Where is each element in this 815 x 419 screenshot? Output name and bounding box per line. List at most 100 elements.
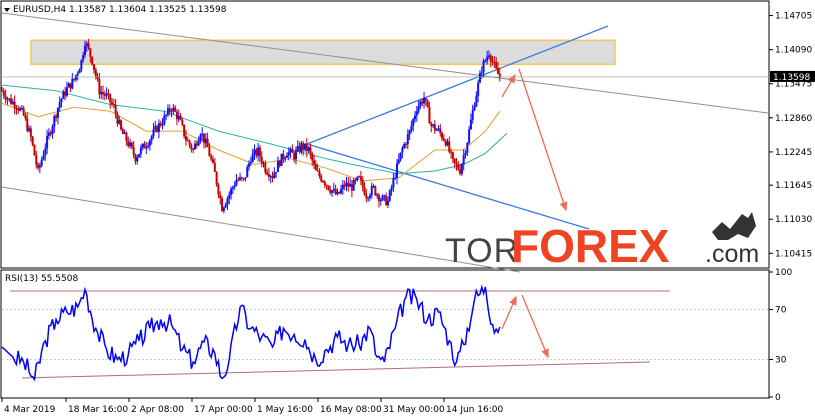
candle-body [395, 163, 398, 178]
candle-body [392, 178, 395, 188]
candle-body [251, 153, 254, 162]
candle-body [186, 140, 189, 142]
candle-body [433, 124, 436, 131]
candle-body [432, 124, 435, 126]
candle-body [6, 98, 9, 100]
candle-body [388, 190, 391, 201]
candle-body [318, 171, 321, 177]
candle-body [168, 108, 171, 112]
candle-body [26, 118, 29, 131]
candle-body [343, 184, 346, 187]
candle-body [439, 128, 442, 134]
candle-body [359, 176, 362, 180]
candle-body [280, 153, 283, 166]
candle-body [195, 143, 198, 146]
candle-body [249, 161, 252, 164]
candle-body [22, 107, 25, 116]
candle-body [38, 165, 41, 168]
candle-body [469, 119, 472, 130]
candle-body [475, 95, 478, 107]
candle-body [466, 143, 469, 153]
candle-body [150, 136, 153, 141]
dropdown-triangle-icon[interactable] [4, 8, 10, 12]
rsi-support-line [21, 361, 651, 379]
candle-body [423, 98, 426, 104]
candle-body [455, 162, 458, 165]
candle-body [370, 186, 373, 196]
candle-body [175, 111, 178, 120]
candle-body [91, 56, 94, 65]
candle-body [385, 195, 388, 206]
candle-body [442, 138, 445, 141]
candle-body [264, 163, 267, 173]
candle-body [83, 45, 86, 55]
y-tick-label: 1.12860 [775, 114, 812, 124]
candle-body [159, 123, 162, 126]
rsi-panel-frame [0, 269, 770, 399]
rsi-y-tick-label: 0 [775, 393, 781, 403]
candle-body [13, 101, 16, 108]
candle-body [208, 147, 211, 157]
candle-body [183, 124, 186, 137]
candle-body [415, 111, 418, 116]
candle-body [437, 128, 440, 130]
x-tick-label: 31 May 00:00 [383, 405, 445, 415]
candle-body [459, 169, 462, 174]
candle-body [37, 164, 40, 168]
candle-body [493, 61, 496, 63]
candle-body [166, 108, 169, 115]
candle-body [399, 152, 402, 160]
candle-body [219, 194, 222, 199]
candle-body [139, 147, 142, 155]
candle-body [462, 155, 465, 165]
candle-body [11, 101, 14, 104]
candle-body [157, 123, 160, 132]
candle-body [74, 75, 77, 80]
candle-body [275, 171, 278, 173]
candle-body [215, 171, 218, 185]
current-price-tag [770, 70, 815, 82]
candle-body [287, 151, 290, 156]
candle-body [435, 129, 438, 131]
candle-body [80, 60, 83, 70]
candle-body [141, 143, 144, 148]
candle-body [304, 143, 306, 150]
y-tick-label: 1.11645 [775, 181, 812, 191]
candle-body [102, 92, 104, 94]
candle-body [44, 148, 47, 156]
candle-body [372, 186, 375, 188]
rsi-panel-title: RSI(13) 55.5508 [5, 274, 78, 284]
candle-body [383, 195, 386, 197]
candle-body [451, 152, 454, 159]
candle-body [8, 98, 11, 100]
candle-body [65, 87, 68, 96]
candle-body [96, 76, 99, 79]
candle-body [386, 200, 389, 206]
candle-body [374, 186, 377, 196]
candle-body [130, 142, 133, 147]
candle-body [298, 146, 301, 152]
candle-body [85, 43, 88, 46]
candle-body [73, 78, 76, 80]
candle-body [165, 114, 168, 116]
candle-body [89, 48, 92, 57]
x-tick-label: 17 Apr 00:00 [194, 405, 253, 415]
candle-body [338, 191, 341, 194]
candle-body [49, 132, 52, 135]
candle-body [224, 204, 227, 208]
forecast-arrows [501, 68, 568, 359]
candle-body [210, 156, 213, 160]
y-tick-label: 1.14090 [775, 46, 812, 56]
candle-body [242, 178, 245, 180]
candle-body [123, 132, 126, 134]
candle-body [143, 143, 146, 149]
candle-body [103, 93, 106, 96]
y-tick-label: 1.13475 [775, 80, 812, 90]
candle-body [489, 55, 492, 62]
candle-body [325, 185, 328, 187]
y-tick-label: 1.11030 [775, 215, 812, 225]
candle-body [309, 147, 312, 154]
candle-body [271, 176, 274, 179]
x-tick-label: 16 May 08:00 [320, 405, 382, 415]
rsi-y-tick-label: 100 [775, 268, 792, 278]
